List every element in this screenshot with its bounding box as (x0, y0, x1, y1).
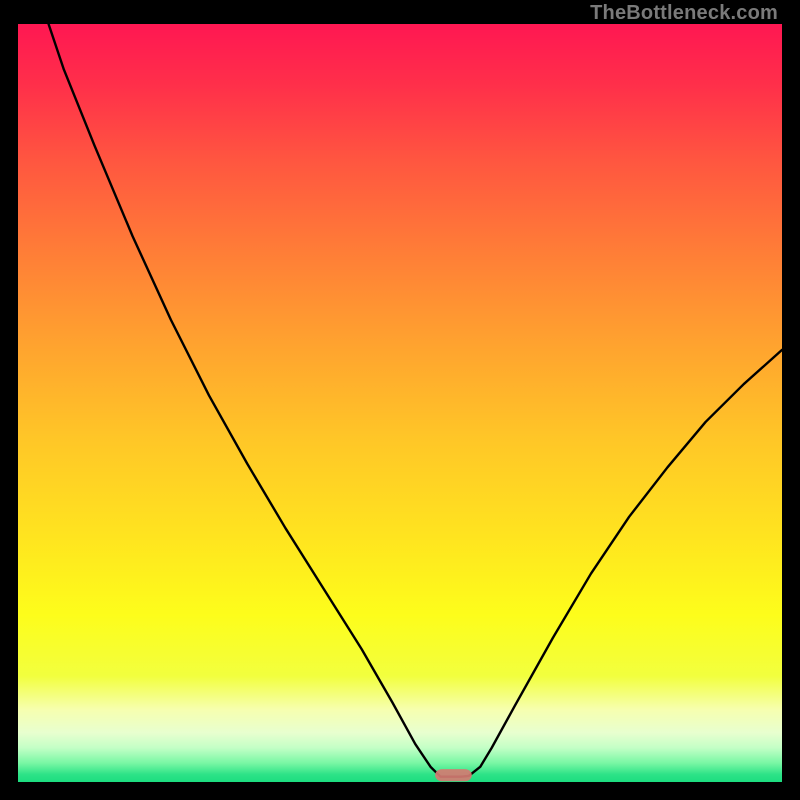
optimal-marker (18, 24, 782, 782)
plot-area (18, 24, 782, 782)
watermark-label: TheBottleneck.com (590, 2, 778, 25)
chart-frame: TheBottleneck.com (0, 0, 800, 800)
